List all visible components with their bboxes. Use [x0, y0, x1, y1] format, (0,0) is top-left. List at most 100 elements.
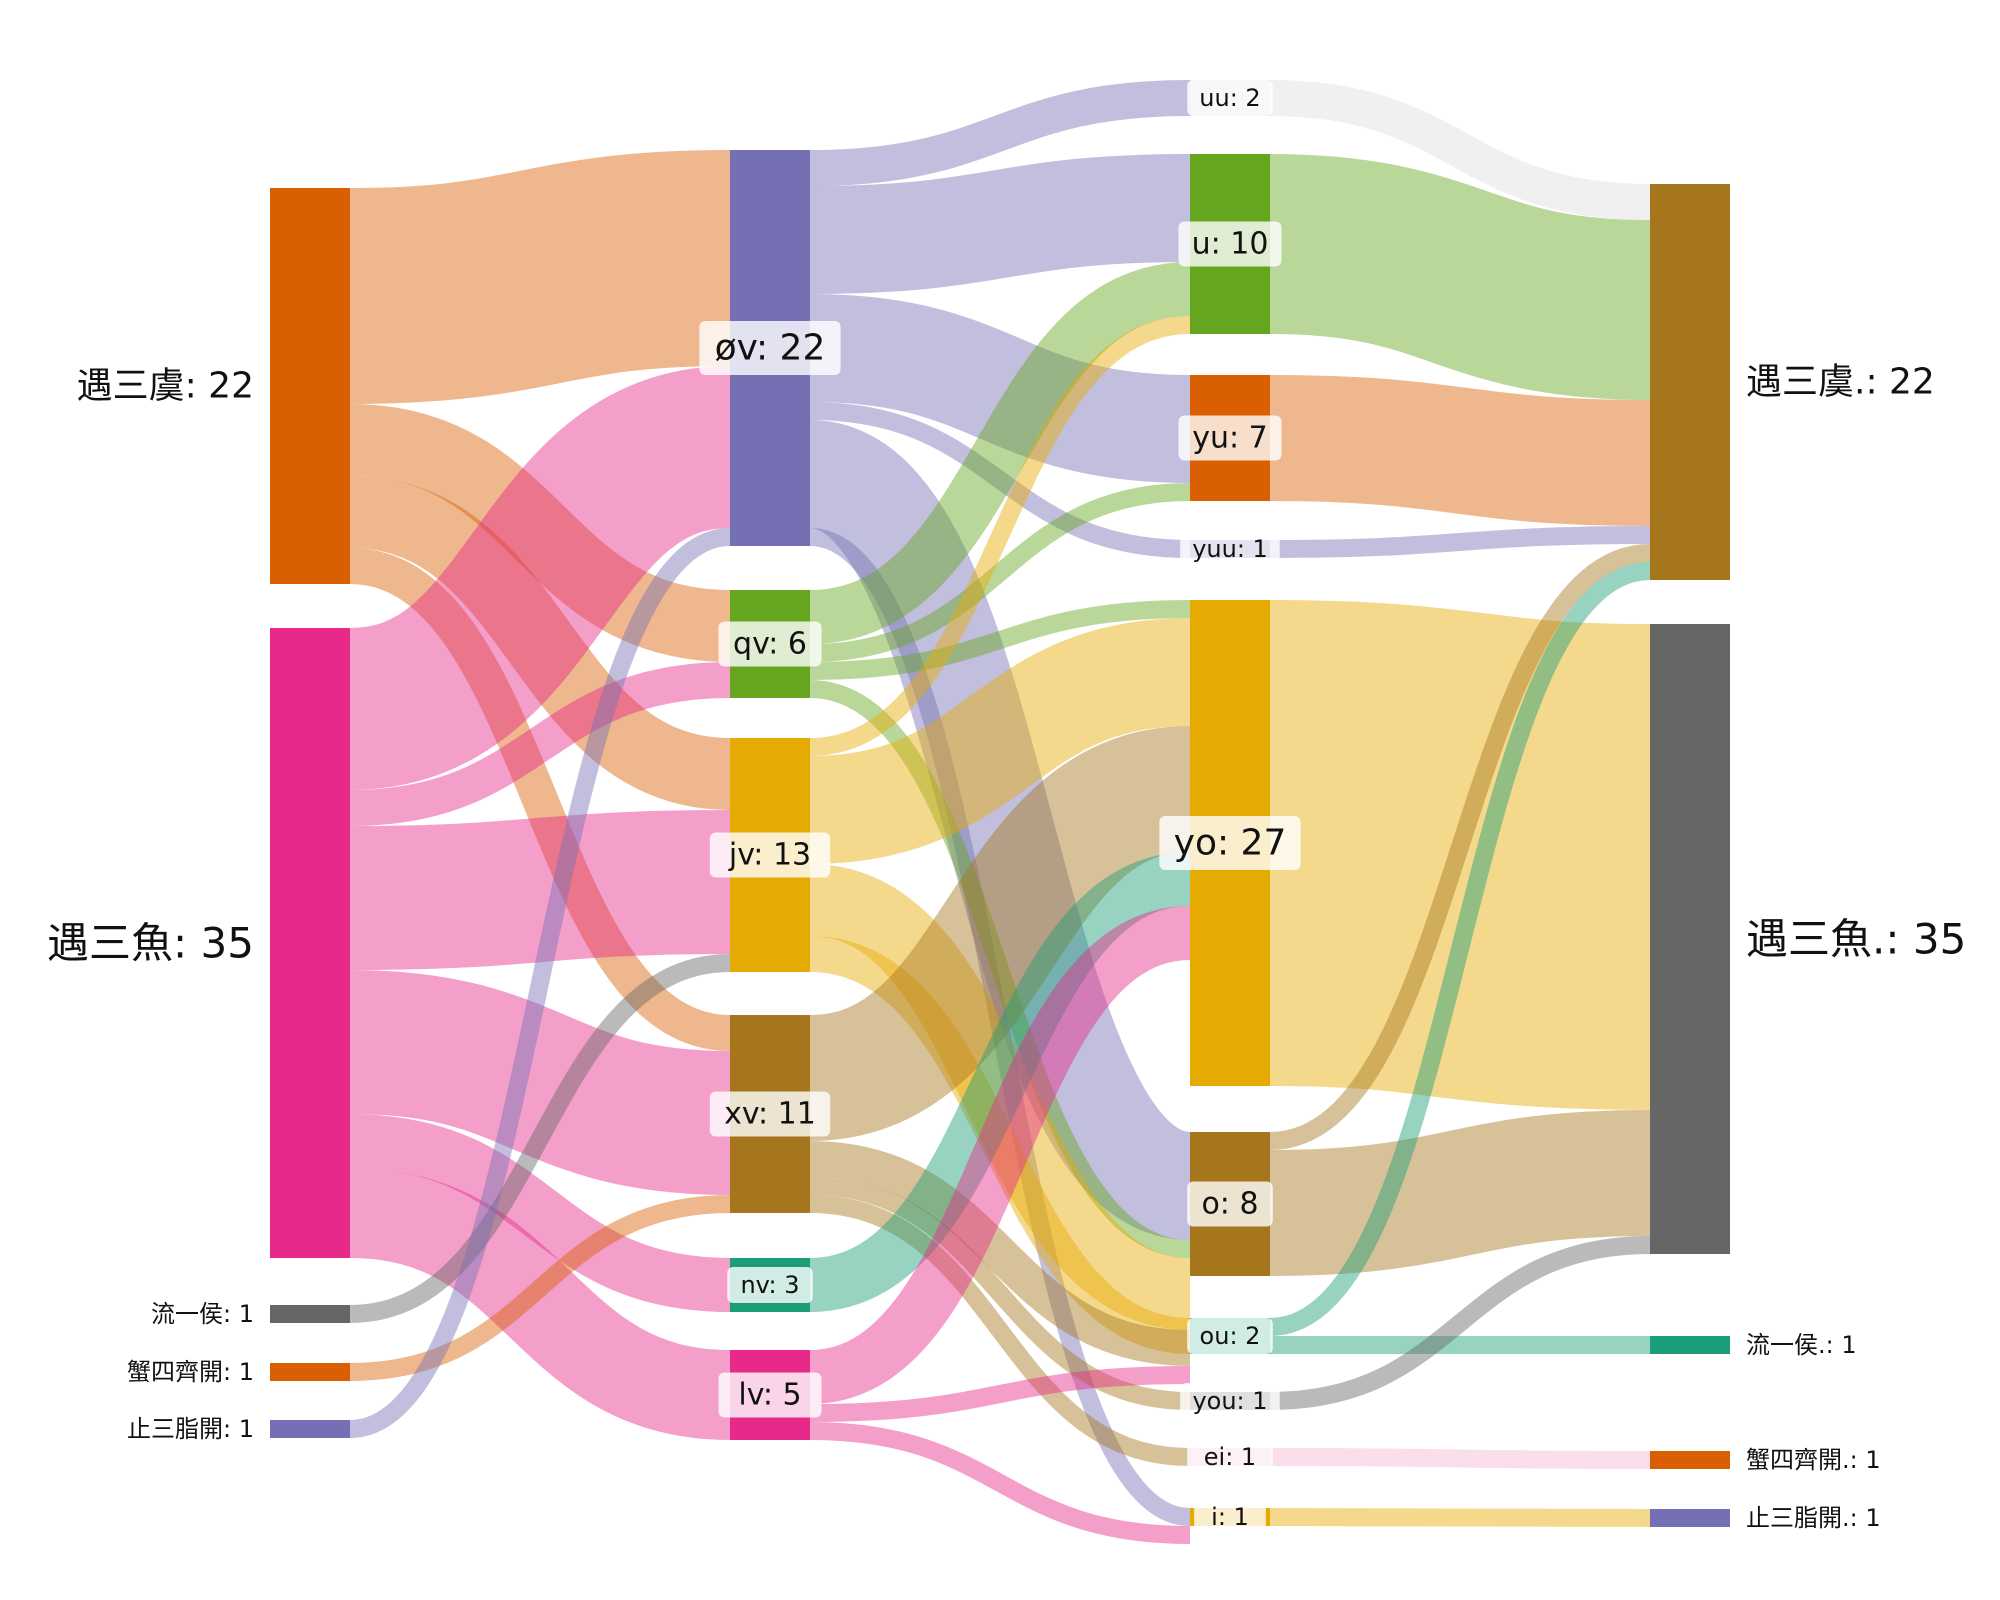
- node-label-L0: 遇三虞: 22: [77, 366, 254, 407]
- link-M3-F7[interactable]: [809, 1177, 1191, 1410]
- svg-text:ou: 2: ou: 2: [1200, 1322, 1261, 1350]
- link-M2-F4[interactable]: [808, 618, 1192, 864]
- link-L0-M2[interactable]: [348, 476, 732, 810]
- node-label-F1: u: 10: [1178, 221, 1282, 267]
- link-M5-F9[interactable]: [809, 1422, 1191, 1544]
- svg-text:ei: 1: ei: 1: [1204, 1443, 1256, 1471]
- svg-text:u: 10: u: 10: [1192, 227, 1269, 262]
- node-label-M2: jv: 13: [709, 832, 831, 878]
- node-label-F5: o: 8: [1187, 1181, 1273, 1227]
- link-M1-F2[interactable]: [809, 483, 1191, 662]
- node-label-F6: ou: 2: [1187, 1318, 1273, 1354]
- svg-text:yo: 27: yo: 27: [1174, 823, 1287, 864]
- svg-text:you: 1: you: 1: [1192, 1387, 1267, 1415]
- node-label-M0: øv: 22: [699, 321, 841, 375]
- link-F8-R3[interactable]: [1269, 1448, 1651, 1469]
- svg-text:lv: 5: lv: 5: [738, 1378, 801, 1413]
- link-M3-F5[interactable]: [809, 1141, 1191, 1366]
- link-M0-F0[interactable]: [809, 80, 1191, 186]
- node-label-F7: you: 1: [1180, 1383, 1280, 1419]
- node-label-F8: ei: 1: [1187, 1439, 1273, 1475]
- link-M0-F9[interactable]: [809, 528, 1191, 1526]
- node-R0[interactable]: [1650, 184, 1730, 580]
- link-F2-R0[interactable]: [1269, 375, 1651, 526]
- link-L0-M0[interactable]: [349, 150, 731, 404]
- link-F9-R4[interactable]: [1269, 1508, 1651, 1527]
- link-M2-F5[interactable]: [807, 864, 1193, 1330]
- link-F1-R0[interactable]: [1269, 154, 1651, 400]
- svg-text:i: 1: i: 1: [1211, 1503, 1249, 1531]
- node-L2[interactable]: [270, 1305, 350, 1323]
- node-R4[interactable]: [1650, 1509, 1730, 1527]
- link-M0-F1[interactable]: [809, 154, 1191, 294]
- link-F3-R0[interactable]: [1269, 526, 1651, 558]
- link-M1-F5[interactable]: [809, 680, 1191, 1258]
- link-layer: [346, 80, 1651, 1544]
- link-L1-M0[interactable]: [346, 366, 734, 790]
- link-F5-R0[interactable]: [1269, 544, 1651, 1150]
- svg-text:øv: 22: øv: 22: [715, 328, 826, 369]
- node-label-R2: 流一侯.: 1: [1746, 1331, 1857, 1359]
- node-label-R0: 遇三虞.: 22: [1746, 362, 1935, 403]
- link-L1-M4[interactable]: [349, 1114, 731, 1312]
- node-label-M4: nv: 3: [727, 1267, 813, 1303]
- node-L0[interactable]: [270, 188, 350, 584]
- svg-text:xv: 11: xv: 11: [724, 1097, 816, 1132]
- link-L3-M3[interactable]: [349, 1195, 731, 1381]
- node-R2[interactable]: [1650, 1336, 1730, 1354]
- link-M5-F5[interactable]: [809, 1366, 1191, 1422]
- node-L4[interactable]: [270, 1420, 350, 1438]
- link-F5-R1[interactable]: [1269, 1110, 1651, 1276]
- link-L1-M5[interactable]: [348, 1168, 732, 1440]
- link-L2-M2[interactable]: [349, 954, 731, 1323]
- svg-text:o: 8: o: 8: [1201, 1187, 1258, 1222]
- node-label-F0: uu: 2: [1187, 80, 1273, 116]
- link-M3-F4[interactable]: [806, 726, 1194, 1141]
- node-label-F9: i: 1: [1194, 1499, 1266, 1535]
- link-M2-F6[interactable]: [809, 936, 1191, 1354]
- node-label-R4: 止三脂開.: 1: [1746, 1504, 1881, 1532]
- link-F0-R0[interactable]: [1269, 80, 1651, 220]
- link-M3-F8[interactable]: [809, 1195, 1191, 1466]
- node-R1[interactable]: [1650, 624, 1730, 1254]
- node-L3[interactable]: [270, 1363, 350, 1381]
- svg-text:yuu: 1: yuu: 1: [1192, 535, 1268, 563]
- link-M1-F1[interactable]: [808, 262, 1192, 644]
- node-label-F3: yuu: 1: [1180, 531, 1280, 567]
- link-F6-R0[interactable]: [1269, 562, 1651, 1336]
- node-label-R1: 遇三魚.: 35: [1746, 915, 1966, 964]
- link-M4-F4[interactable]: [808, 852, 1192, 1312]
- link-F7-R1[interactable]: [1269, 1236, 1651, 1410]
- link-M5-F4[interactable]: [808, 906, 1192, 1404]
- link-L0-M3[interactable]: [349, 548, 731, 1051]
- node-label-F4: yo: 27: [1159, 816, 1301, 870]
- link-L0-M1[interactable]: [349, 404, 731, 662]
- node-L1[interactable]: [270, 628, 350, 1258]
- svg-text:jv: 13: jv: 13: [728, 838, 811, 873]
- svg-text:qv: 6: qv: 6: [733, 627, 807, 662]
- node-label-M1: qv: 6: [718, 621, 822, 667]
- node-label-L4: 止三脂開: 1: [127, 1415, 254, 1443]
- node-label-M5: lv: 5: [718, 1372, 822, 1418]
- link-M0-F5[interactable]: [804, 420, 1196, 1240]
- link-L1-M2[interactable]: [349, 810, 731, 970]
- node-label-L3: 蟹四齊開: 1: [127, 1358, 254, 1386]
- link-L1-M3[interactable]: [349, 970, 731, 1195]
- label-layer: 遇三虞: 22 遇三魚: 35 流一侯: 1 蟹四齊開: 1 止三脂開: 1 øv: 22…: [47, 80, 1966, 1535]
- link-M2-F1[interactable]: [809, 316, 1191, 756]
- link-M0-F2[interactable]: [809, 294, 1191, 483]
- node-label-M3: xv: 11: [709, 1091, 831, 1137]
- link-F4-R1[interactable]: [1269, 600, 1651, 1110]
- svg-text:yu: 7: yu: 7: [1192, 421, 1268, 456]
- svg-text:uu: 2: uu: 2: [1199, 84, 1260, 112]
- svg-text:nv: 3: nv: 3: [740, 1271, 799, 1299]
- node-label-R3: 蟹四齊開.: 1: [1746, 1446, 1881, 1474]
- node-label-L1: 遇三魚: 35: [47, 919, 254, 968]
- link-L1-M1[interactable]: [349, 662, 731, 826]
- link-M0-F3[interactable]: [809, 402, 1191, 558]
- node-R3[interactable]: [1650, 1451, 1730, 1469]
- node-label-F2: yu: 7: [1178, 415, 1282, 461]
- link-L4-M0[interactable]: [349, 528, 731, 1438]
- link-M1-F4[interactable]: [809, 600, 1191, 680]
